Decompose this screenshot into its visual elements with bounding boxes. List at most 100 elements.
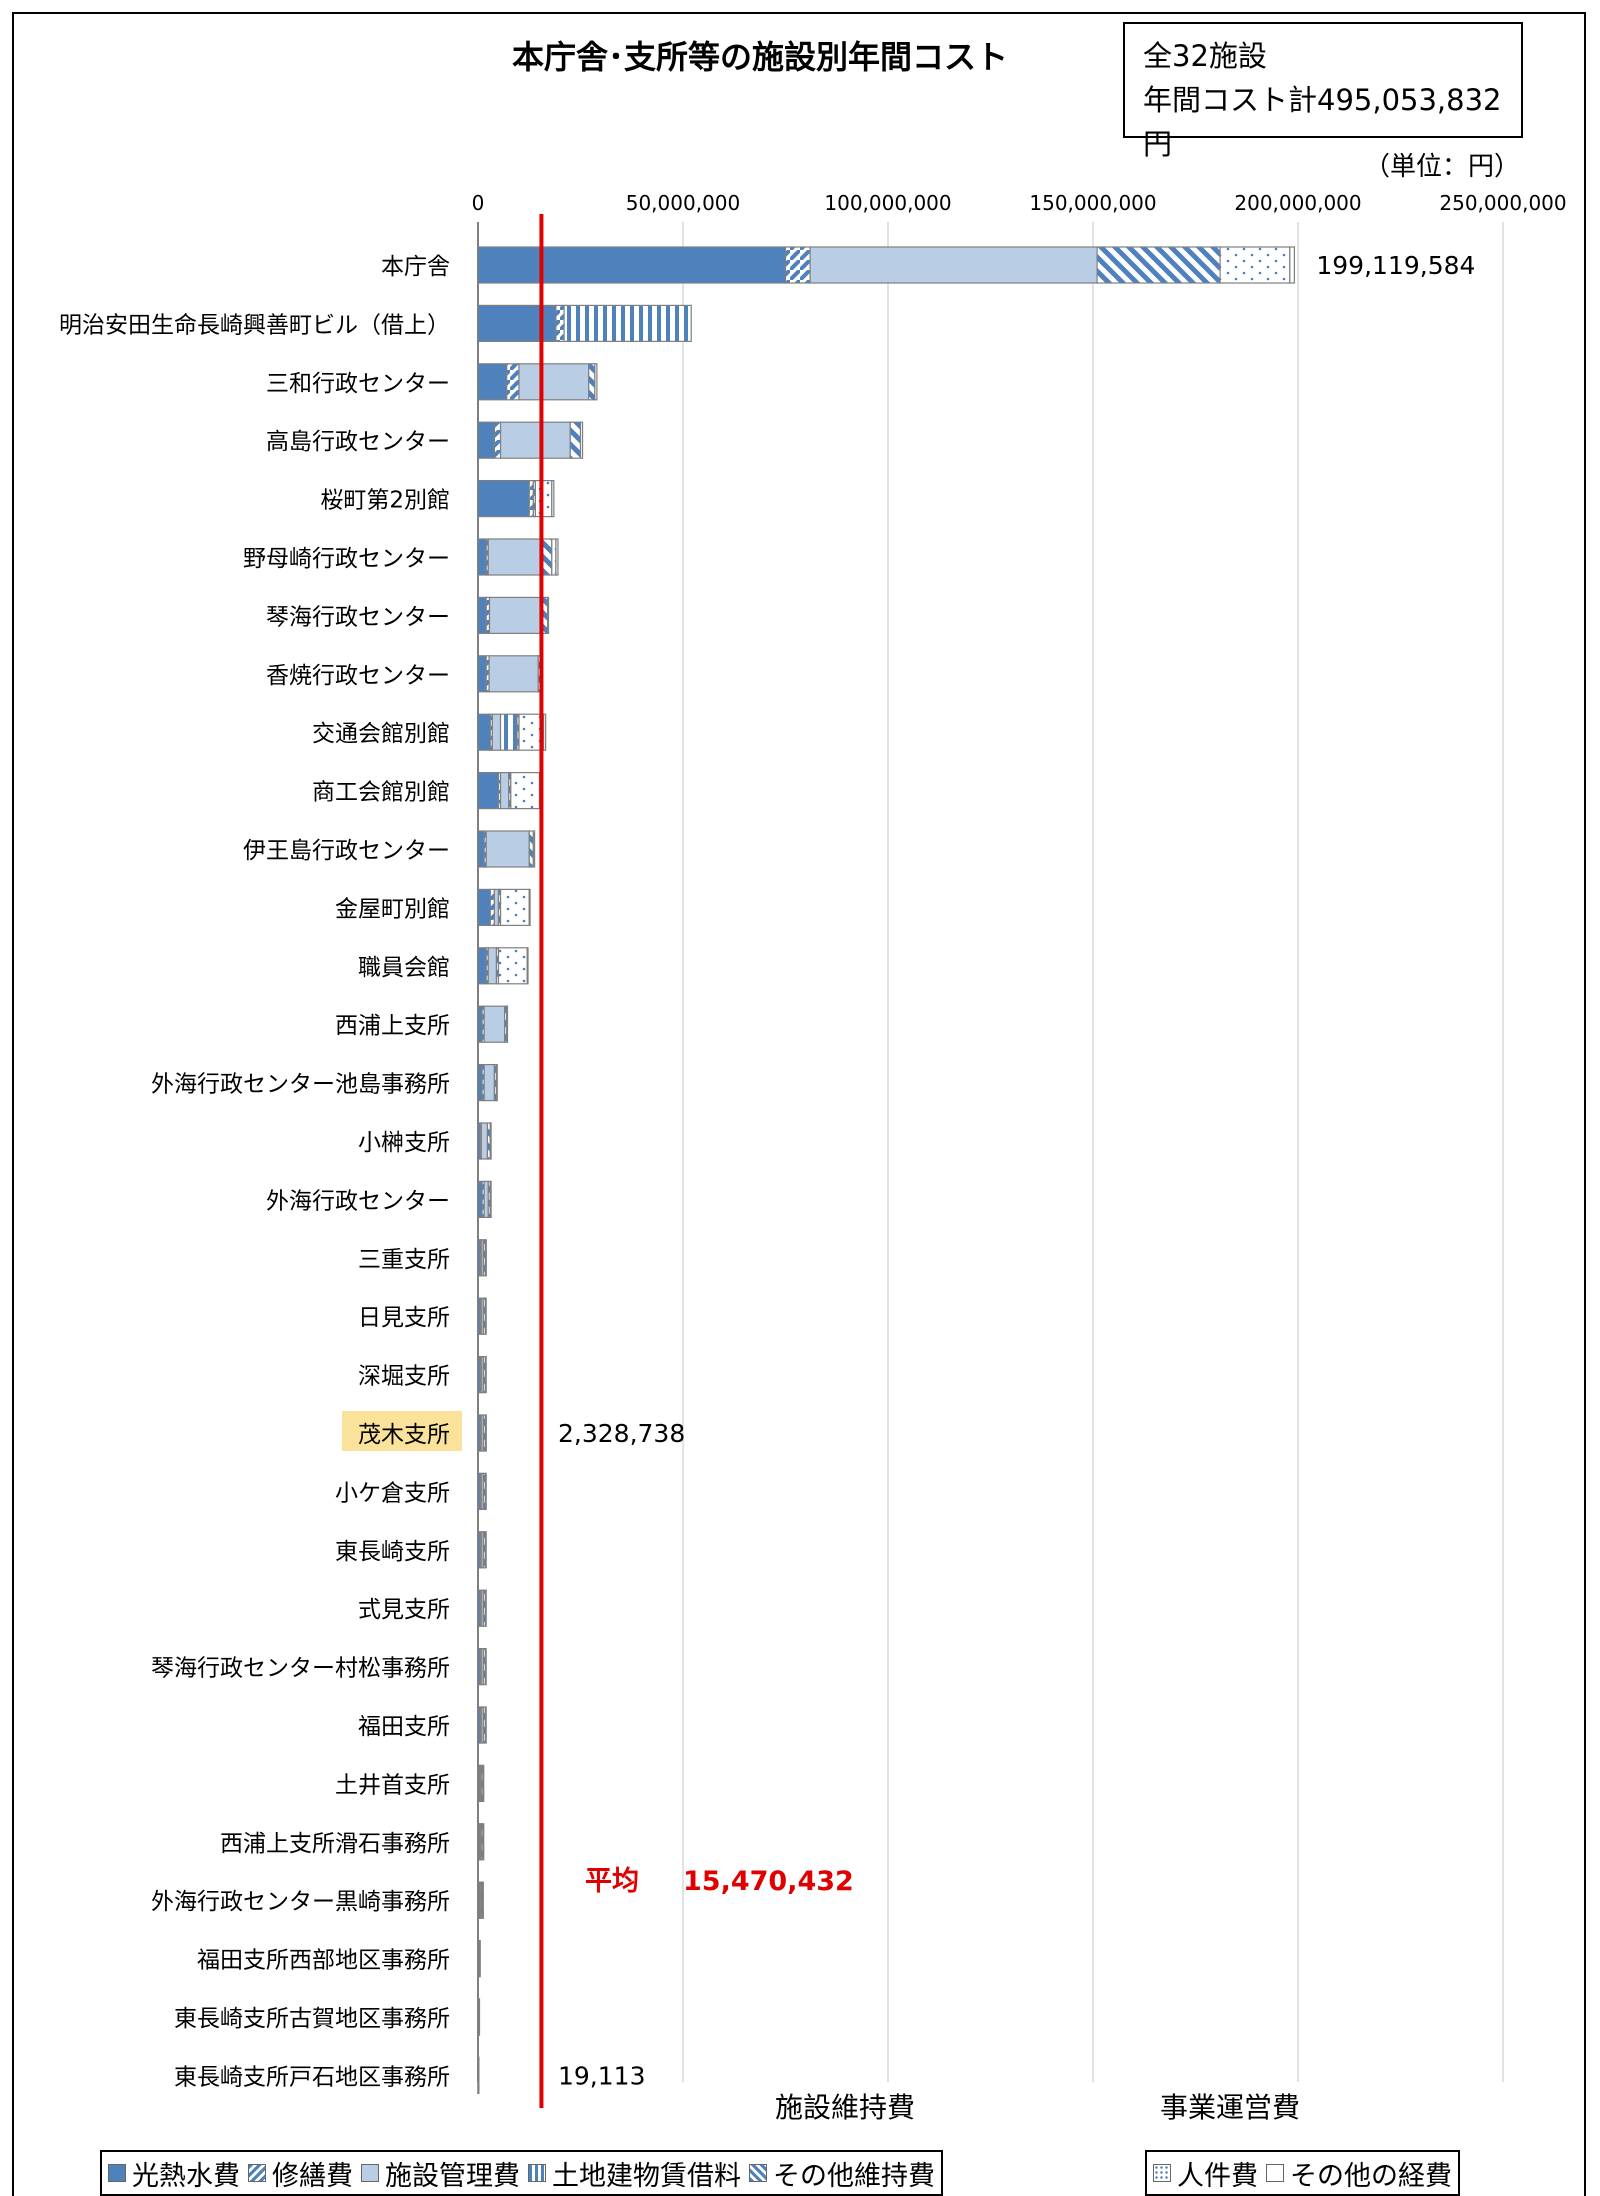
bar-segment (506, 1005, 509, 1043)
legend-swatch (1153, 2164, 1171, 2182)
bar-segment (489, 888, 495, 927)
unit-label: （単位：円） (1363, 152, 1520, 182)
legend-label: 修繕費 (272, 2160, 353, 2192)
bar-segment (551, 538, 557, 576)
bar-segment (569, 421, 582, 459)
bar-segment (477, 538, 487, 576)
bar-segment (579, 421, 584, 459)
bar-segment (551, 480, 555, 518)
bar-segment (784, 246, 811, 284)
bar-segment (594, 363, 598, 401)
bar-segment (488, 596, 542, 635)
bar-segment (477, 363, 508, 401)
bar-segment (499, 713, 518, 751)
bar-segment (488, 655, 539, 693)
bar-segment (487, 947, 498, 985)
category-label: 本庁舎 (381, 254, 450, 280)
category-label: 香焼行政センター (266, 663, 450, 689)
category-label: 深堀支所 (358, 1364, 450, 1390)
bar-segment (477, 655, 487, 693)
bar-segment (491, 713, 502, 751)
bar-segment (477, 421, 495, 459)
legend-label: 土地建物賃借料 (552, 2160, 741, 2192)
group-label-maintenance: 施設維持費 (775, 2091, 916, 2124)
category-label: 桜町第2別館 (320, 488, 450, 514)
bar-segment (482, 1764, 485, 1803)
bar-segment (482, 1823, 485, 1861)
bar-segment (483, 1063, 495, 1102)
bar-segment (484, 1297, 487, 1335)
category-label: 明治安田生命長崎興善町ビル（借上） (59, 312, 450, 338)
category-label: 東長崎支所 (335, 1539, 450, 1565)
bar-segment (483, 1005, 506, 1043)
legend-item: 土地建物賃借料 (528, 2154, 741, 2193)
bar-segment (484, 1531, 487, 1569)
bar-segment (1096, 246, 1221, 284)
average-label: 平均 (585, 1866, 639, 1897)
bar-segment (477, 246, 787, 284)
chart-frame (12, 12, 1586, 2196)
bar-segment (477, 480, 530, 518)
category-highlight (342, 1411, 462, 1451)
bar-segment (518, 363, 590, 401)
category-label: 西浦上支所滑石事務所 (220, 1831, 450, 1857)
bar-segment (493, 421, 502, 459)
bar-segment (499, 771, 510, 810)
legend-swatch (528, 2164, 546, 2182)
legend-item: 修繕費 (248, 2154, 353, 2193)
bar-segment (528, 830, 534, 868)
bar-segment (480, 1122, 489, 1160)
summary-total-cost: 年間コスト計495,053,832 円 (1143, 83, 1502, 161)
category-label: 土井首支所 (335, 1772, 450, 1798)
bar-segment (487, 538, 543, 576)
legend-swatch (248, 2164, 266, 2182)
bar-segment (477, 830, 485, 868)
bar-segment (809, 246, 1098, 284)
legend-item: その他維持費 (749, 2154, 935, 2193)
x-tick-label: 50,000,000 (626, 191, 741, 215)
bar-segment (477, 304, 557, 342)
bar-segment (484, 1355, 487, 1394)
chart-title: 本庁舎･支所等の施設別年間コスト (511, 38, 1008, 76)
legend-maintenance: 光熱水費 修繕費 施設管理費 土地建物賃借料 その他維持費 (100, 2150, 943, 2196)
legend-label: 人件費 (1177, 2160, 1258, 2192)
bar-segment (534, 480, 553, 518)
bar-segment (528, 480, 534, 518)
legend-item: その他の経費 (1266, 2154, 1452, 2193)
bar-segment (477, 1180, 483, 1219)
category-label: 外海行政センター (266, 1188, 450, 1214)
data-label: 199,119,584 (1316, 251, 1475, 280)
category-label: 福田支所西部地区事務所 (197, 1948, 450, 1974)
legend-label: その他維持費 (773, 2160, 935, 2192)
bar-segment (506, 363, 520, 401)
x-tick-label: 250,000,000 (1439, 191, 1566, 215)
bar-segment (478, 1998, 481, 2036)
legend-swatch (749, 2164, 767, 2182)
category-label: 式見支所 (358, 1597, 450, 1623)
category-label: 福田支所 (358, 1714, 450, 1740)
bar-segment (497, 947, 528, 985)
bar-segment (477, 713, 491, 751)
category-label: 商工会館別館 (312, 780, 450, 806)
summary-box: 全32施設 年間コスト計495,053,832 円 (1123, 22, 1523, 161)
bar-segment (477, 888, 491, 927)
category-label: 職員会館 (358, 955, 450, 981)
category-label: 高島行政センター (266, 429, 450, 455)
bar-segment (510, 771, 541, 810)
category-label: 東長崎支所戸石地区事務所 (174, 2064, 450, 2090)
bar-segment (547, 596, 550, 635)
bar-segment (483, 1180, 489, 1219)
category-label: 三重支所 (358, 1247, 450, 1273)
average-value: 15,470,432 (683, 1866, 854, 1897)
bar-segment (542, 713, 547, 751)
bar-segment (484, 1647, 487, 1686)
bar-segment (495, 1063, 498, 1102)
summary-facility-count: 全32施設 (1143, 39, 1267, 73)
legend-swatch (108, 2164, 126, 2182)
bar-segment (484, 1472, 487, 1511)
x-tick-label: 200,000,000 (1234, 191, 1361, 215)
bar-segment (1289, 246, 1295, 284)
bar-segment (555, 538, 559, 576)
category-label: 琴海行政センター (266, 604, 450, 630)
